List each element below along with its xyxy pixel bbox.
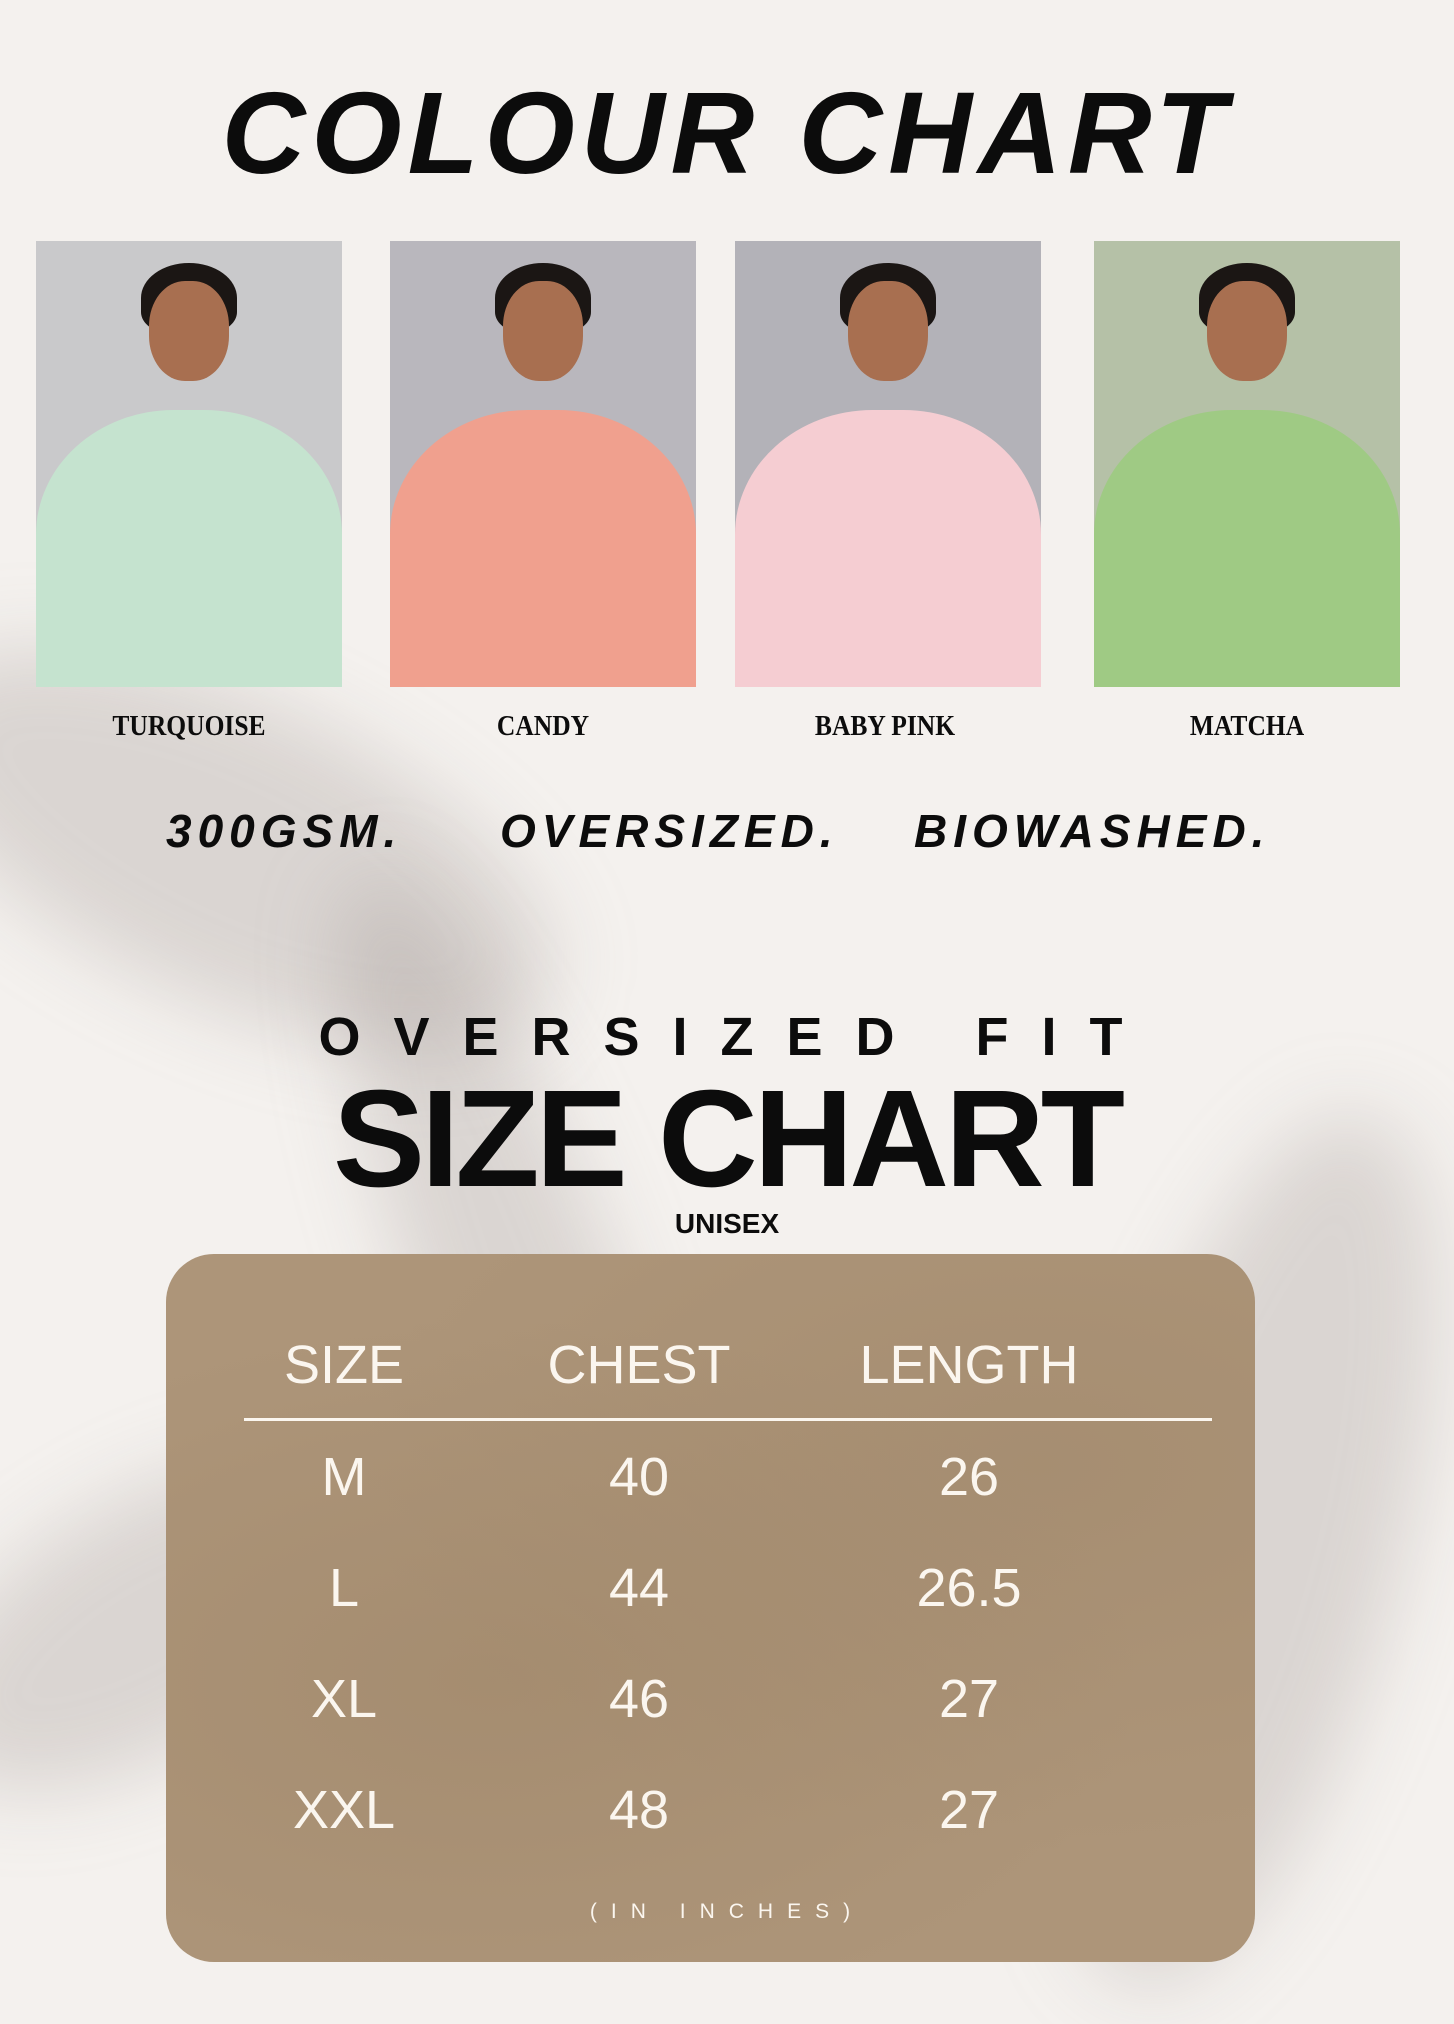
- size-table-panel: [166, 1254, 1255, 1962]
- size-cell: XL: [310, 1669, 378, 1729]
- feature-biowashed: BIOWASHED.: [914, 805, 1271, 857]
- chest-cell: 46: [608, 1669, 670, 1729]
- chest-cell: 40: [608, 1447, 670, 1507]
- header-size: SIZE: [283, 1335, 405, 1395]
- colour-photo-candy: [390, 241, 696, 687]
- sweatshirt-swatch: [36, 410, 342, 687]
- sweatshirt-swatch: [1094, 410, 1400, 687]
- length-cell: 26: [938, 1447, 1000, 1507]
- length-cell: 26.5: [916, 1558, 1022, 1618]
- sweatshirt-swatch: [390, 410, 696, 687]
- model-head: [1207, 281, 1287, 381]
- size-cell: XXL: [292, 1780, 396, 1840]
- unit-note: (IN INCHES): [589, 1900, 865, 1923]
- colour-photo-baby-pink: [735, 241, 1041, 687]
- colour-label: MATCHA: [1189, 710, 1305, 742]
- colour-label: CANDY: [496, 710, 590, 742]
- feature-oversized: OVERSIZED.: [500, 805, 839, 857]
- unisex-label: UNISEX: [674, 1208, 780, 1239]
- header-divider: [244, 1418, 1212, 1421]
- model-head: [848, 281, 928, 381]
- colour-label: TURQUOISE: [112, 710, 266, 742]
- colour-photo-turquoise: [36, 241, 342, 687]
- size-cell: L: [328, 1558, 360, 1618]
- size-chart-title: SIZE CHART: [333, 1062, 1125, 1216]
- feature-gsm: 300GSM.: [166, 805, 403, 857]
- model-head: [149, 281, 229, 381]
- colour-chart-title: COLOUR CHART: [221, 68, 1233, 198]
- header-length: LENGTH: [859, 1335, 1079, 1395]
- size-cell: M: [321, 1447, 367, 1507]
- oversized-fit-kicker: OVERSIZED FIT: [318, 1007, 1156, 1067]
- model-head: [503, 281, 583, 381]
- header-chest: CHEST: [547, 1335, 731, 1395]
- chest-cell: 48: [608, 1780, 670, 1840]
- length-cell: 27: [938, 1780, 1000, 1840]
- chest-cell: 44: [608, 1558, 670, 1618]
- colour-label: BABY PINK: [814, 710, 956, 742]
- colour-photo-matcha: [1094, 241, 1400, 687]
- sweatshirt-swatch: [735, 410, 1041, 687]
- length-cell: 27: [938, 1669, 1000, 1729]
